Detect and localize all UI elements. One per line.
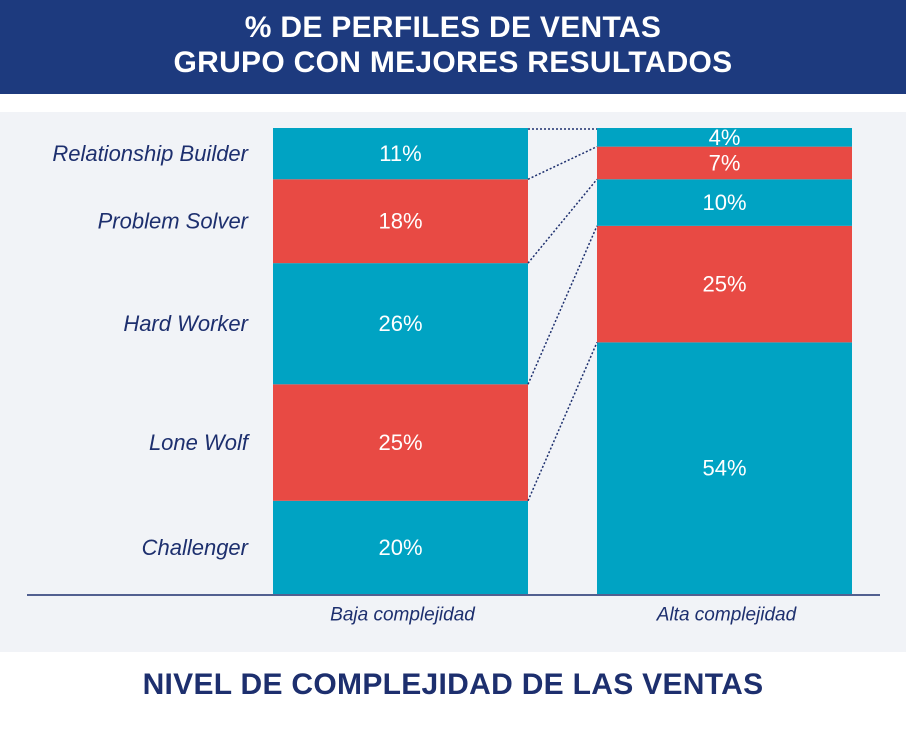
data-label-hard-worker-baja-complejidad: 26%	[378, 311, 422, 336]
bar-segment-challenger-baja-complejidad	[273, 500, 528, 594]
x-tick-label-baja-complejidad: Baja complejidad	[330, 605, 476, 626]
x-axis-title: NIVEL DE COMPLEJIDAD DE LAS VENTAS	[142, 668, 764, 701]
data-label-relationship-builder-alta-complejidad: 4%	[709, 125, 741, 150]
bar-segment-lone-wolf-alta-complejidad	[597, 225, 852, 343]
data-label-lone-wolf-alta-complejidad: 25%	[702, 272, 746, 297]
series-label-lone-wolf: Lone Wolf	[149, 430, 251, 455]
chart-title-line-2: GRUPO CON MEJORES RESULTADOS	[173, 46, 733, 79]
bar-segment-relationship-builder-alta-complejidad	[597, 128, 852, 147]
x-tick-label-alta-complejidad: Alta complejidad	[656, 605, 798, 626]
connector-line	[527, 225, 598, 385]
plot-area: 20% 54% 25% 25% 26% 10% 18% 7% 11% 4% Challenger Lo…	[0, 112, 906, 652]
bar-segment-relationship-builder-baja-complejidad	[273, 128, 528, 180]
bar-segment-problem-solver-baja-complejidad	[273, 179, 528, 264]
chart-title-line-1: % DE PERFILES DE VENTAS	[244, 11, 662, 44]
connector-line	[527, 178, 598, 264]
connector-line	[527, 145, 598, 180]
series-label-problem-solver: Problem Solver	[98, 209, 250, 234]
data-label-relationship-builder-baja-complejidad: 11%	[379, 141, 421, 166]
bar-segment-hard-worker-alta-complejidad	[597, 179, 852, 226]
bar-segment-challenger-alta-complejidad	[597, 342, 852, 594]
series-label-relationship-builder: Relationship Builder	[52, 141, 249, 166]
bar-segment-lone-wolf-baja-complejidad	[273, 384, 528, 501]
bar-segment-problem-solver-alta-complejidad	[597, 146, 852, 180]
stacked-bar-chart: 20% 54% 25% 25% 26% 10% 18% 7% 11% 4% Challenger Lo…	[27, 125, 880, 626]
data-label-problem-solver-baja-complejidad: 18%	[378, 209, 422, 234]
data-label-problem-solver-alta-complejidad: 7%	[709, 150, 741, 175]
data-label-challenger-alta-complejidad: 54%	[702, 456, 746, 481]
connector-line	[527, 342, 598, 502]
data-label-hard-worker-alta-complejidad: 10%	[702, 190, 746, 215]
series-label-hard-worker: Hard Worker	[123, 311, 249, 336]
series-label-challenger: Challenger	[142, 535, 250, 560]
data-label-challenger-baja-complejidad: 20%	[378, 535, 422, 560]
bar-segment-hard-worker-baja-complejidad	[273, 263, 528, 385]
data-label-lone-wolf-baja-complejidad: 25%	[378, 430, 422, 455]
chart-header: % DE PERFILES DE VENTAS GRUPO CON MEJORE…	[0, 0, 906, 94]
